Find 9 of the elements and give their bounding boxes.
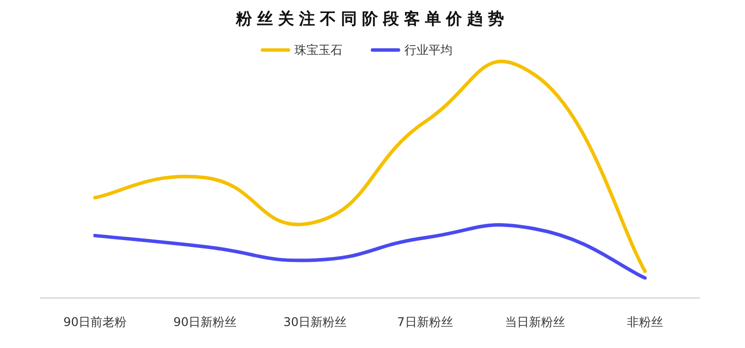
x-tick-label: 30日新粉丝 bbox=[283, 315, 347, 329]
chart-title: 粉丝关注不同阶段客单价趋势 bbox=[235, 9, 509, 28]
x-tick-label: 非粉丝 bbox=[627, 315, 663, 329]
x-tick-label: 7日新粉丝 bbox=[397, 315, 453, 329]
legend-label: 珠宝玉石 bbox=[294, 43, 342, 57]
x-tick-label: 当日新粉丝 bbox=[505, 315, 565, 329]
legend-label: 行业平均 bbox=[404, 43, 452, 57]
x-tick-label: 90日新粉丝 bbox=[173, 315, 237, 329]
x-tick-label: 90日前老粉 bbox=[63, 315, 127, 329]
